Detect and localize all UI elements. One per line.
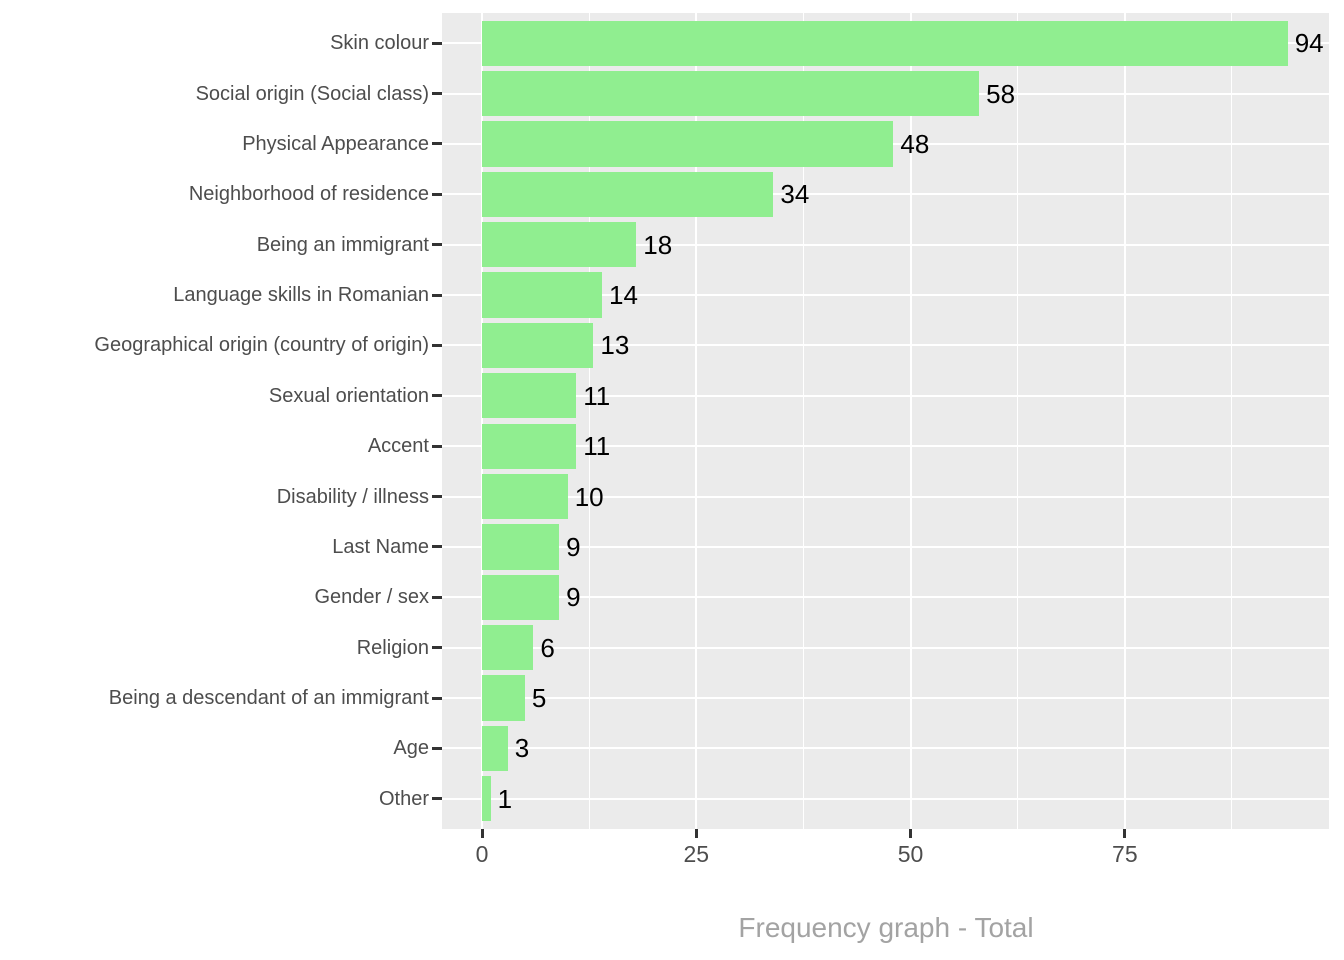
y-axis-category-label: Being a descendant of an immigrant [108,687,429,710]
major-gridline-horizontal [442,394,1329,397]
x-axis-tick-label: 50 [897,841,924,867]
bar-value-label: 5 [531,683,547,714]
major-gridline-vertical [481,13,483,829]
y-axis-category-label: Accent [367,435,429,458]
y-axis-category-label: Language skills in Romanian [173,284,429,307]
major-gridline-horizontal [442,344,1329,347]
major-gridline-horizontal [442,747,1329,750]
y-axis-tick-mark [432,646,442,650]
bar-value-label: 94 [1294,28,1324,59]
bar-religion [482,625,534,671]
bar-value-label: 58 [986,78,1016,109]
major-gridline-horizontal [442,646,1329,649]
bar-value-label: 34 [780,179,810,210]
major-gridline-horizontal [442,797,1329,800]
minor-gridline-vertical [588,13,590,829]
y-axis-tick-mark [432,142,442,146]
y-axis-tick-mark [432,293,442,297]
major-gridline-vertical [909,13,912,829]
y-axis-tick-mark [432,243,442,247]
bar-value-label: 11 [583,380,611,411]
y-axis-category-label: Being an immigrant [256,233,429,256]
y-axis-category-label: Geographical origin (country of origin) [94,334,429,357]
y-axis-category-label: Social origin (Social class) [195,82,429,105]
y-axis-category-label: Gender / sex [314,586,429,609]
chart-title: Frequency graph - Total [738,912,1034,943]
x-axis-tick-mark [909,829,913,838]
major-gridline-horizontal [442,545,1329,548]
minor-gridline-vertical [802,13,804,829]
bar-being-an-immigrant [482,222,637,268]
bar-other [482,776,491,822]
x-axis-tick-mark [480,829,484,838]
bar-skin-colour [482,20,1288,66]
bar-physical-appearance [482,121,894,167]
y-axis-category-label: Physical Appearance [242,132,429,155]
bar-value-label: 3 [514,733,530,764]
bar-value-label: 11 [583,431,611,462]
major-gridline-horizontal [442,596,1329,599]
x-axis-tick-mark [694,829,698,838]
bar-accent [482,423,577,469]
bar-sexual-orientation [482,373,577,419]
bar-value-label: 9 [566,582,581,613]
y-axis-tick-mark [432,696,442,700]
bar-neighborhood-of-residence [482,171,774,217]
y-axis-tick-mark [432,444,442,448]
bar-value-label: 13 [600,330,630,361]
bar-gender-sex [482,574,560,620]
y-axis-tick-mark [432,746,442,750]
y-axis-tick-mark [432,545,442,549]
y-axis-tick-mark [432,797,442,801]
bar-being-a-descendant-of-an-immigrant [482,675,525,721]
bar-value-label: 10 [574,481,604,512]
bar-geographical-origin-country-of-origin- [482,322,594,369]
major-gridline-horizontal [442,243,1329,246]
y-axis-tick-mark [432,394,442,398]
bar-value-label: 9 [566,531,581,562]
major-gridline-horizontal [442,294,1329,297]
y-axis-category-label: Sexual orientation [268,384,429,407]
bar-value-label: 14 [608,280,638,311]
major-gridline-horizontal [442,697,1329,700]
bar-language-skills-in-romanian [482,272,602,318]
y-axis-category-label: Last Name [332,535,429,558]
y-axis-category-label: Age [393,737,429,760]
bar-value-label: 18 [643,229,673,260]
bar-social-origin-social-class- [482,70,980,117]
x-axis-tick-label: 25 [683,841,710,867]
bar-disability-illness [482,473,568,520]
y-axis-category-label: Skin colour [330,32,429,55]
y-axis-category-label: Religion [356,636,429,659]
y-axis-category-label: Disability / illness [276,485,429,508]
y-axis-tick-mark [432,495,442,499]
y-axis-tick-mark [432,41,442,45]
bar-value-label: 1 [497,783,513,814]
bar-value-label: 6 [540,632,555,663]
x-axis-tick-label: 0 [475,841,489,867]
y-axis-category-label: Neighborhood of residence [188,183,429,206]
y-axis-tick-mark [432,92,442,96]
minor-gridline-vertical [1231,13,1233,829]
major-gridline-horizontal [442,495,1329,498]
y-axis-tick-mark [432,343,442,347]
y-axis-category-label: Other [378,787,429,810]
y-axis-tick-mark [432,192,442,196]
minor-gridline-vertical [1017,13,1019,829]
major-gridline-horizontal [442,193,1329,196]
major-gridline-horizontal [442,445,1329,448]
plot-panel: 94 58 48 34 18 14 13 11 11 10 9 9 6 5 3 1 [442,13,1329,829]
major-gridline-vertical [695,13,698,829]
bar-age [482,725,508,772]
x-axis-tick-mark [1123,829,1127,838]
x-axis-tick-label: 75 [1112,841,1138,867]
bar-value-label: 48 [900,128,930,159]
y-axis-tick-mark [432,595,442,599]
bar-last-name [482,524,560,570]
major-gridline-vertical [1123,13,1126,829]
